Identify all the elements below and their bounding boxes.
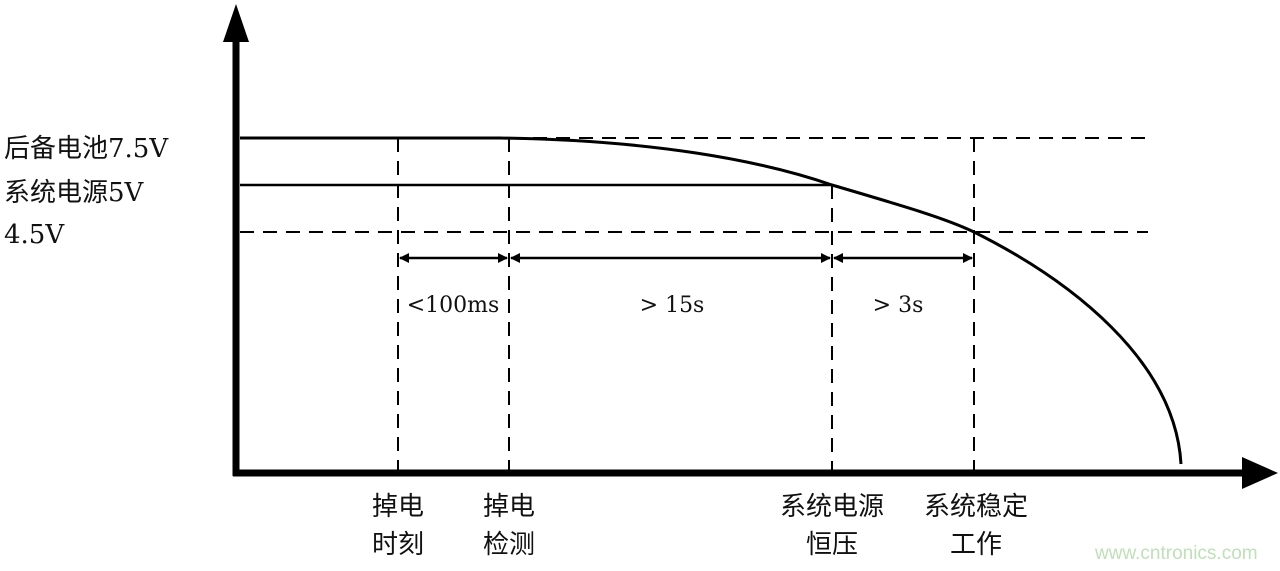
- y-axis-arrow: [223, 4, 249, 42]
- event-line1: 系统稳定: [923, 492, 1029, 522]
- duration-label-1: <100ms: [406, 293, 500, 318]
- event-constant-voltage: 系统电源 恒压: [780, 488, 884, 564]
- label-backup-battery: 后备电池7.5V: [4, 134, 169, 164]
- duration-label-2: > 15s: [639, 293, 705, 318]
- label-threshold: 4.5V: [4, 220, 65, 250]
- x-axis-arrow: [1242, 457, 1278, 489]
- watermark: www.cntronics.com: [1095, 543, 1258, 564]
- event-line2: 时刻: [371, 530, 425, 560]
- event-power-loss: 掉电 时刻: [372, 488, 424, 564]
- battery-discharge-curve: [240, 136, 1183, 465]
- event-line2: 恒压: [805, 530, 859, 560]
- event-stable-work: 系统稳定 工作: [924, 488, 1028, 564]
- event-line2: 工作: [949, 530, 1003, 560]
- event-line1: 掉电: [482, 492, 536, 522]
- label-system-power: 系统电源5V: [4, 178, 144, 208]
- duration-label-3: > 3s: [872, 293, 924, 318]
- event-line2: 检测: [482, 530, 536, 560]
- event-line1: 系统电源: [779, 492, 885, 522]
- event-line1: 掉电: [371, 492, 425, 522]
- event-power-detect: 掉电 检测: [483, 488, 535, 564]
